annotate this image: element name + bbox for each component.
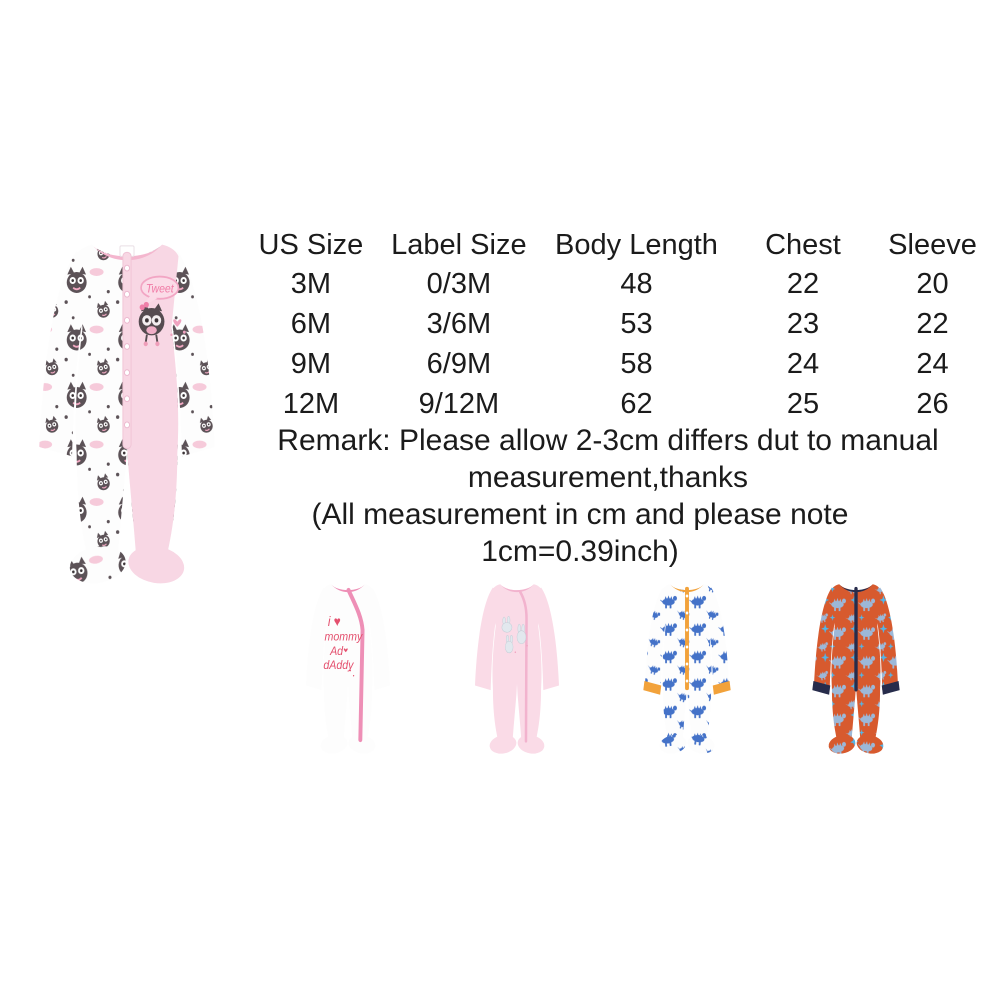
side-placket: [519, 590, 529, 743]
size-cell: 24: [916, 347, 949, 380]
size-cell: 58: [620, 347, 653, 380]
left-foot: [488, 733, 518, 756]
size-cell: 9M: [290, 347, 332, 380]
thumbnail-orange-dino-romper: [800, 566, 912, 762]
size-cell: 9/12M: [418, 387, 500, 420]
size-cell: 20: [916, 267, 949, 300]
size-cell: 22: [786, 267, 820, 300]
size-cell: 3/6M: [426, 307, 492, 340]
romper-graphic: [812, 584, 900, 756]
size-chart-table: US Size Label Size Body Length Chest Sle…: [248, 226, 988, 424]
size-cell: 0/3M: [426, 267, 492, 300]
thumbnail-pink-bunny-romper: [461, 566, 573, 762]
tweet-text: Tweet: [146, 283, 175, 296]
size-cell: 53: [620, 307, 653, 340]
speech-bubble: [140, 275, 180, 300]
col-header-us-size: US Size: [258, 228, 364, 261]
col-header-label-size: Label Size: [391, 228, 527, 261]
right-foot: [686, 733, 716, 756]
col-header-sleeve: Sleeve: [888, 228, 977, 261]
col-header-body-length: Body Length: [555, 228, 718, 261]
print-line: Ad: [329, 645, 343, 658]
left-foot: [827, 733, 857, 756]
bunny-chest-print: [501, 616, 529, 654]
remark-line-4: 1cm=0.39inch): [481, 535, 679, 568]
col-header-chest: Chest: [765, 228, 841, 261]
right-foot: [855, 733, 885, 756]
product-thumbnails: i ♥ mommy Ad dAddy: [292, 566, 912, 766]
size-cell: 3M: [290, 267, 332, 300]
size-cell: 6/9M: [426, 347, 492, 380]
placket: [854, 586, 858, 692]
size-row-9m: 9M 6/9M 58 24 24: [248, 344, 988, 384]
heart-doodle: [173, 319, 182, 327]
size-cell: 23: [786, 307, 820, 340]
size-cell: 12M: [282, 387, 340, 420]
remark-line-2: measurement,thanks: [467, 461, 749, 494]
snap-buttons: [123, 264, 131, 429]
diagonal-placket: [346, 587, 365, 743]
size-cell: 48: [620, 267, 653, 300]
main-romper-graphic: Tweet: [39, 244, 215, 588]
print-line: mommy: [324, 631, 363, 644]
romper-graphic: i ♥ mommy Ad dAddy: [306, 584, 390, 756]
left-foot: [658, 733, 688, 756]
size-cell: 24: [786, 347, 820, 380]
chest-print: Tweet: [138, 275, 186, 347]
size-cell: 6M: [290, 307, 332, 340]
neck-tag: [514, 584, 521, 590]
left-foot: [319, 733, 349, 756]
size-row-12m: 12M 9/12M 62 25 26: [248, 384, 988, 424]
size-cell: 62: [620, 387, 653, 420]
remark-line-3: (All measurement in cm and please note: [311, 498, 849, 531]
remark-text: Remark: Please allow 2-3cm differs dut t…: [232, 422, 984, 570]
print-line: i ♥: [328, 613, 341, 629]
main-product-photo: Tweet: [10, 208, 244, 600]
thumbnail-mommy-daddy-romper: i ♥ mommy Ad dAddy: [292, 566, 404, 762]
size-row-6m: 6M 3/6M 53 23 22: [248, 304, 988, 344]
romper-graphic: [475, 584, 560, 756]
right-foot: [516, 733, 546, 756]
size-cell: 22: [916, 307, 949, 340]
romper-body: [492, 584, 542, 742]
owl-graphic: [138, 301, 165, 347]
heart-doodle: [343, 648, 348, 653]
left-foot: [67, 542, 128, 588]
snap-buttons: [685, 594, 688, 683]
size-row-3m: 3M 0/3M 48 22 20: [248, 264, 988, 304]
romper: Tweet: [39, 244, 215, 588]
remark-line-1: Remark: Please allow 2-3cm differs dut t…: [277, 424, 939, 457]
chest-print: i ♥ mommy Ad dAddy: [323, 613, 363, 677]
size-cell: 25: [786, 387, 820, 420]
placket: [684, 586, 689, 691]
right-foot: [126, 542, 187, 588]
size-chart-header-row: US Size Label Size Body Length Chest Sle…: [248, 226, 988, 264]
size-cell: 26: [916, 387, 949, 420]
thumbnail-blue-dino-romper: [631, 566, 743, 762]
print-line: dAddy: [323, 660, 354, 673]
romper-graphic: [642, 584, 731, 756]
placket: [122, 251, 132, 449]
